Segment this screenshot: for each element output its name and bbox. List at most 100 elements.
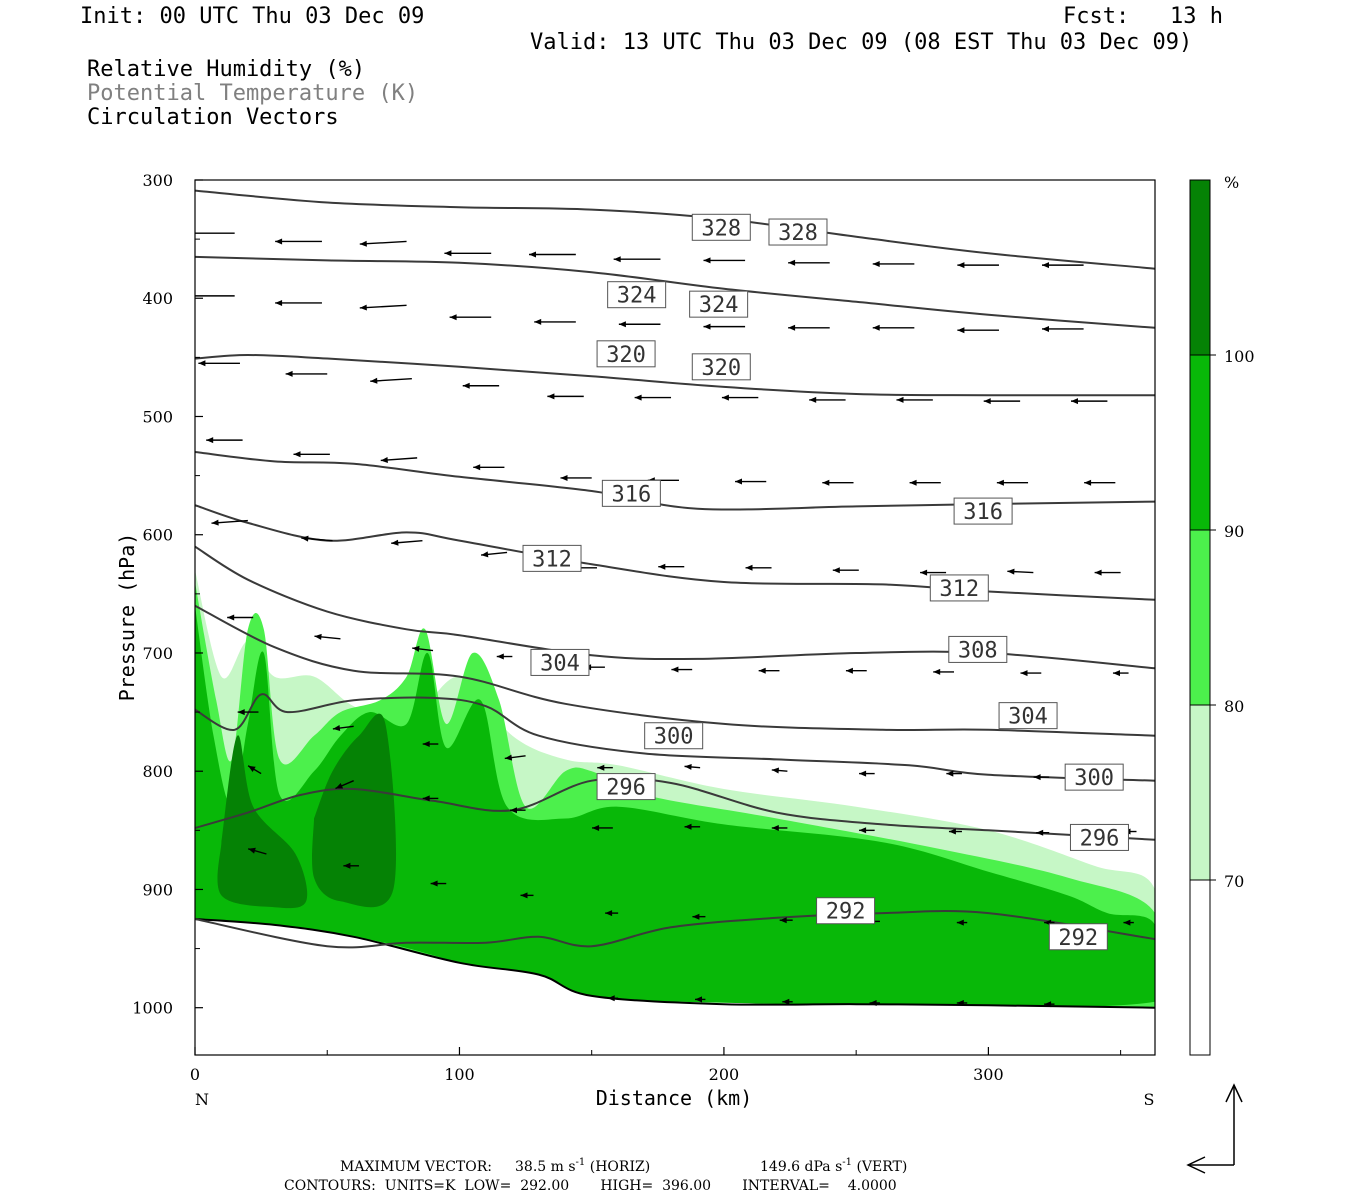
vector-head <box>1020 670 1028 677</box>
vector-head <box>658 563 666 570</box>
theta-label-box <box>530 648 590 676</box>
vector-head <box>211 519 219 526</box>
theta-label-296-1: 296 <box>1069 823 1129 851</box>
theta-label-text: 296 <box>1080 826 1120 851</box>
theta-label-text: 316 <box>963 500 1003 525</box>
vector-7 <box>788 259 830 266</box>
vector-102 <box>956 1000 968 1006</box>
y-tick-label: 300 <box>142 171 173 190</box>
footer-vector-vert: 149.6 dPa s-1 (VERT) <box>760 1157 907 1175</box>
footer-vector-horiz: 38.5 m s-1 (HORIZ) <box>515 1157 650 1175</box>
theta-label-300-1: 300 <box>1064 763 1124 791</box>
theta-label-304-0: 304 <box>530 648 590 676</box>
vector-13 <box>359 304 407 311</box>
vector-41 <box>909 479 941 486</box>
footer-contours: CONTOURS: UNITS=K LOW= 292.00 HIGH= 396.… <box>284 1178 897 1194</box>
vector-31 <box>983 398 1021 405</box>
theta-label-324-1: 324 <box>689 290 749 318</box>
vector-54 <box>1094 569 1121 576</box>
terrain <box>195 918 1155 1055</box>
vector-67 <box>332 725 354 731</box>
vector-103 <box>1044 1001 1055 1008</box>
vector-91 <box>605 910 619 917</box>
vector-head <box>788 324 796 331</box>
vector-head <box>703 323 711 330</box>
vector-head <box>1042 326 1049 332</box>
colorbar-level-label: 100 <box>1224 347 1255 366</box>
vector-head <box>592 825 600 831</box>
vector-1 <box>275 238 322 245</box>
vector-80 <box>592 825 613 831</box>
theta-label-320-1: 320 <box>691 353 751 381</box>
vector-head <box>933 668 941 675</box>
theta-label-box <box>1069 823 1129 851</box>
vector-head <box>560 475 568 481</box>
vector-head <box>332 725 341 731</box>
vector-shaft <box>359 240 407 245</box>
x-tick-label: 200 <box>709 1065 740 1084</box>
vector-100 <box>782 998 793 1005</box>
vector-head <box>920 569 928 576</box>
vector-head <box>237 709 245 716</box>
vector-head <box>275 300 283 306</box>
vector-78 <box>422 795 439 802</box>
theta-label-text: 300 <box>1074 766 1114 791</box>
vector-27 <box>634 394 672 401</box>
vector-45 <box>301 535 333 542</box>
vector-head <box>1033 774 1041 781</box>
theta-contour-324 <box>195 255 1155 329</box>
vector-90 <box>520 892 534 899</box>
vector-head <box>859 827 867 834</box>
theta-label-box <box>607 281 667 309</box>
vector-17 <box>703 323 746 330</box>
theta-label-box <box>691 353 751 381</box>
contour-labels: 328 328 324 324 320 320 316 316 312 312 308 304 304 3… <box>522 213 1129 951</box>
vector-head <box>745 564 753 571</box>
vector-34 <box>293 451 330 458</box>
vector-head <box>510 807 517 814</box>
y-tick-label: 900 <box>142 880 173 899</box>
vector-60 <box>671 666 693 673</box>
vector-head <box>275 238 283 245</box>
vector-head <box>607 995 615 1002</box>
vector-49 <box>658 563 685 570</box>
theta-label-box <box>998 702 1058 730</box>
y-axis-title: Pressure (hPa) <box>115 533 139 702</box>
vector-head <box>422 741 430 747</box>
x-axis-title: Distance (km) <box>596 1086 753 1110</box>
theta-label-text: 304 <box>1008 705 1048 730</box>
vector-head <box>671 666 679 673</box>
vector-head <box>188 293 195 299</box>
theta-label-box <box>929 574 989 602</box>
valid-time: Valid: 13 UTC Thu 03 Dec 09 (08 EST Thu … <box>530 30 1193 55</box>
theta-label-text: 300 <box>654 725 694 750</box>
vector-95 <box>956 919 968 926</box>
vector-25 <box>462 382 500 389</box>
vector-head <box>496 653 504 660</box>
vector-40 <box>822 479 854 486</box>
theta-label-text: 312 <box>939 577 979 602</box>
south-label: S <box>1144 1090 1155 1109</box>
colorbar-segment-2 <box>1190 530 1210 705</box>
vector-24 <box>370 377 412 384</box>
vector-98 <box>607 995 619 1002</box>
vector-28 <box>721 394 759 401</box>
vector-93 <box>779 917 793 924</box>
vector-head <box>869 1000 877 1006</box>
theta-label-text: 328 <box>778 221 818 246</box>
vector-head <box>872 324 880 331</box>
vector-52 <box>920 569 947 576</box>
vector-101 <box>869 1000 880 1006</box>
vector-head <box>684 764 692 770</box>
vector-head <box>1084 479 1092 486</box>
vector-44 <box>211 519 248 526</box>
vector-head <box>948 828 956 835</box>
theta-label-text: 328 <box>701 216 741 241</box>
vector-73 <box>859 770 875 777</box>
vector-head <box>370 377 378 384</box>
vector-head <box>788 259 796 266</box>
vector-74 <box>946 770 962 777</box>
colorbar-level-label: 80 <box>1224 697 1244 716</box>
surface-line <box>195 918 1155 1009</box>
vector-63 <box>933 668 955 675</box>
